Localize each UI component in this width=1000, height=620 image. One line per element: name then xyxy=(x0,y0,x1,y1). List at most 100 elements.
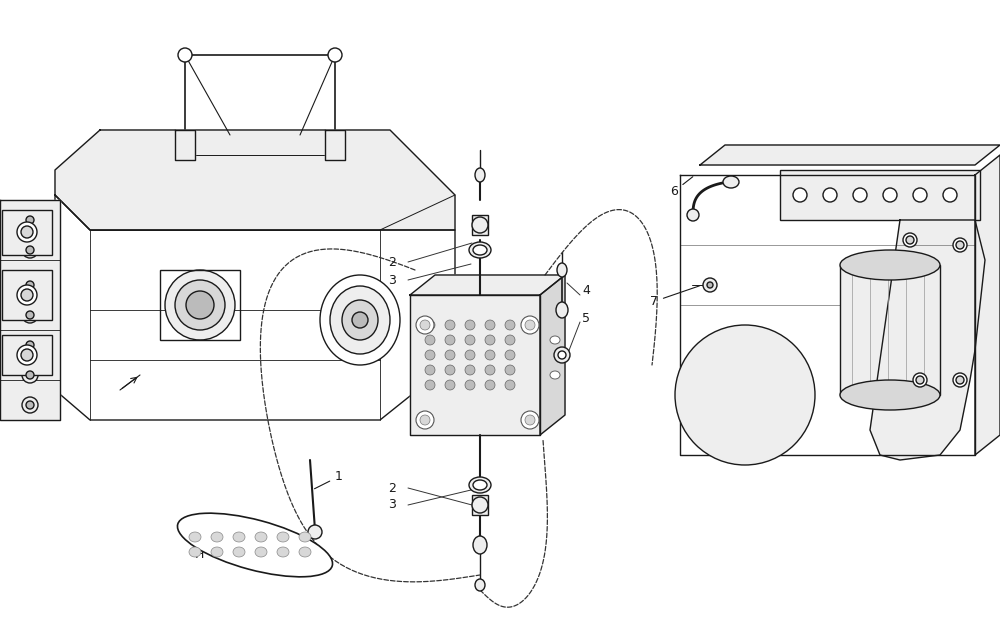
Ellipse shape xyxy=(328,48,342,62)
Ellipse shape xyxy=(445,320,455,330)
Ellipse shape xyxy=(485,320,495,330)
Ellipse shape xyxy=(255,532,267,542)
Ellipse shape xyxy=(550,371,560,379)
Bar xyxy=(160,270,240,340)
Ellipse shape xyxy=(723,176,739,188)
Ellipse shape xyxy=(26,371,34,379)
Polygon shape xyxy=(975,155,1000,455)
Bar xyxy=(840,265,940,395)
Ellipse shape xyxy=(473,536,487,554)
Polygon shape xyxy=(680,175,975,455)
Ellipse shape xyxy=(707,282,713,288)
Ellipse shape xyxy=(22,367,38,383)
Ellipse shape xyxy=(823,188,837,202)
Ellipse shape xyxy=(475,579,485,591)
Ellipse shape xyxy=(469,477,491,493)
Ellipse shape xyxy=(320,275,400,365)
Ellipse shape xyxy=(505,380,515,390)
Ellipse shape xyxy=(308,525,322,539)
Ellipse shape xyxy=(465,320,475,330)
Bar xyxy=(2,270,52,320)
Polygon shape xyxy=(540,275,565,435)
Ellipse shape xyxy=(505,350,515,360)
Ellipse shape xyxy=(699,349,791,441)
Polygon shape xyxy=(700,145,1000,165)
Polygon shape xyxy=(0,200,60,420)
Ellipse shape xyxy=(472,217,488,233)
Ellipse shape xyxy=(177,513,333,577)
Ellipse shape xyxy=(22,337,38,353)
Ellipse shape xyxy=(913,188,927,202)
Text: 5: 5 xyxy=(582,311,590,324)
Ellipse shape xyxy=(465,365,475,375)
Ellipse shape xyxy=(521,411,539,429)
Ellipse shape xyxy=(956,376,964,384)
Text: 2: 2 xyxy=(388,482,396,495)
Ellipse shape xyxy=(505,320,515,330)
Ellipse shape xyxy=(186,291,214,319)
Ellipse shape xyxy=(420,415,430,425)
Bar xyxy=(2,210,52,255)
Ellipse shape xyxy=(425,320,435,330)
Ellipse shape xyxy=(299,532,311,542)
Ellipse shape xyxy=(473,245,487,255)
Bar xyxy=(2,335,52,375)
Ellipse shape xyxy=(883,188,897,202)
Ellipse shape xyxy=(330,286,390,354)
Text: 1: 1 xyxy=(314,470,343,489)
Ellipse shape xyxy=(165,270,235,340)
Ellipse shape xyxy=(554,347,570,363)
Text: 6: 6 xyxy=(670,177,693,198)
Ellipse shape xyxy=(22,212,38,228)
Ellipse shape xyxy=(723,373,767,417)
Ellipse shape xyxy=(943,188,957,202)
Ellipse shape xyxy=(277,547,289,557)
Ellipse shape xyxy=(906,236,914,244)
Ellipse shape xyxy=(21,226,33,238)
Ellipse shape xyxy=(445,365,455,375)
Polygon shape xyxy=(410,295,540,435)
Ellipse shape xyxy=(26,401,34,409)
Ellipse shape xyxy=(352,312,368,328)
Bar xyxy=(472,215,488,235)
Ellipse shape xyxy=(26,246,34,254)
Ellipse shape xyxy=(691,341,799,449)
Ellipse shape xyxy=(189,532,201,542)
Ellipse shape xyxy=(913,373,927,387)
Ellipse shape xyxy=(793,188,807,202)
Ellipse shape xyxy=(687,209,699,221)
Polygon shape xyxy=(410,275,565,295)
Ellipse shape xyxy=(189,547,201,557)
Text: 3: 3 xyxy=(388,498,396,511)
Ellipse shape xyxy=(277,532,289,542)
Ellipse shape xyxy=(953,238,967,252)
Ellipse shape xyxy=(840,250,940,280)
Text: 3: 3 xyxy=(388,273,396,286)
Ellipse shape xyxy=(342,300,378,340)
Ellipse shape xyxy=(916,376,924,384)
Ellipse shape xyxy=(731,381,759,409)
Ellipse shape xyxy=(703,278,717,292)
Ellipse shape xyxy=(26,216,34,224)
Ellipse shape xyxy=(707,357,783,433)
Ellipse shape xyxy=(469,242,491,258)
Ellipse shape xyxy=(485,365,495,375)
Ellipse shape xyxy=(550,336,560,344)
Ellipse shape xyxy=(485,350,495,360)
Polygon shape xyxy=(325,130,345,160)
Ellipse shape xyxy=(178,48,192,62)
Ellipse shape xyxy=(425,350,435,360)
Ellipse shape xyxy=(445,350,455,360)
Ellipse shape xyxy=(903,233,917,247)
Ellipse shape xyxy=(956,241,964,249)
Text: 7: 7 xyxy=(650,286,699,308)
Bar xyxy=(472,495,488,515)
Ellipse shape xyxy=(17,345,37,365)
Ellipse shape xyxy=(21,289,33,301)
Ellipse shape xyxy=(22,307,38,323)
Ellipse shape xyxy=(525,320,535,330)
Text: 4: 4 xyxy=(582,283,590,296)
Ellipse shape xyxy=(485,335,495,345)
Ellipse shape xyxy=(255,547,267,557)
Ellipse shape xyxy=(22,397,38,413)
